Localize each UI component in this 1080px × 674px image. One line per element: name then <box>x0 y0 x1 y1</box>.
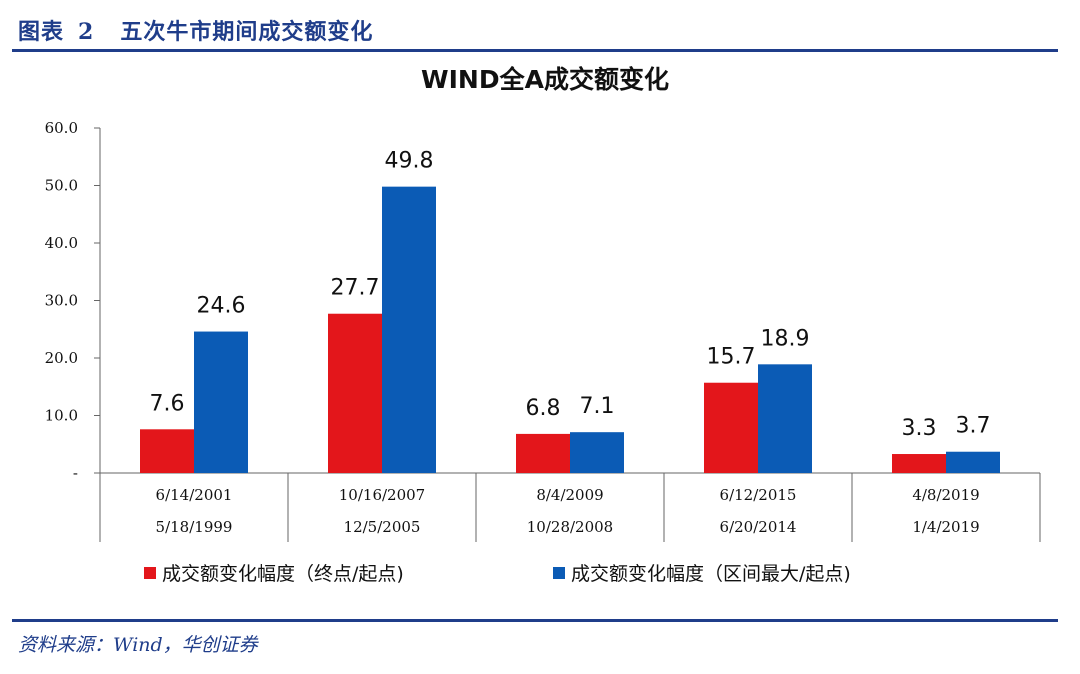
y-tick-label: 50.0 <box>45 177 78 195</box>
x-tick-label-end: 4/8/2019 <box>912 486 979 504</box>
x-tick-label-start: 6/20/2014 <box>720 518 797 536</box>
x-tick-label-end: 8/4/2009 <box>536 486 603 504</box>
figure-caption: 五次牛市期间成交额变化 <box>120 19 374 45</box>
figure-title: 图表 2 五次牛市期间成交额变化 <box>18 14 373 46</box>
source-note: 资料来源：Wind，华创证券 <box>18 634 258 656</box>
y-tick-label: 20.0 <box>45 349 78 367</box>
bar <box>758 364 812 473</box>
y-tick-label: 10.0 <box>45 407 78 425</box>
bar <box>570 432 624 473</box>
bar <box>328 313 382 473</box>
data-label: 49.8 <box>385 149 434 174</box>
bottom-rule <box>12 619 1058 622</box>
bar <box>382 186 436 473</box>
data-label: 18.9 <box>761 326 810 351</box>
x-tick-label-start: 12/5/2005 <box>344 518 421 536</box>
data-label: 7.6 <box>150 391 185 416</box>
y-tick-label: 30.0 <box>45 292 78 310</box>
legend-label: 成交额变化幅度（区间最大/起点) <box>571 563 851 585</box>
legend-label: 成交额变化幅度（终点/起点) <box>162 563 404 585</box>
legend: 成交额变化幅度（终点/起点) 成交额变化幅度（区间最大/起点) <box>144 563 851 585</box>
y-tick-label: 60.0 <box>45 119 78 137</box>
x-tick-label-end: 6/12/2015 <box>720 486 797 504</box>
x-tick-label-start: 10/28/2008 <box>527 518 613 536</box>
axes: - 10.0 20.0 30.0 40.0 50.0 60.0 <box>45 119 1041 542</box>
data-label: 3.3 <box>902 416 937 441</box>
x-tick-label-start: 1/4/2019 <box>912 518 979 536</box>
legend-swatch <box>144 567 156 579</box>
bars <box>140 186 1000 473</box>
bar <box>140 429 194 473</box>
figure-number: 2 <box>78 19 95 45</box>
y-tick-label: - <box>73 464 78 482</box>
bar <box>704 382 758 473</box>
bar <box>516 433 570 473</box>
y-tick-label: 40.0 <box>45 234 78 252</box>
x-tick-label-end: 10/16/2007 <box>339 486 425 504</box>
figure-header: 图表 2 五次牛市期间成交额变化 <box>0 0 1080 50</box>
top-rule <box>12 49 1058 52</box>
chart-title: WIND全A成交额变化 <box>421 65 669 94</box>
bar <box>946 451 1000 473</box>
data-label: 15.7 <box>707 345 756 370</box>
x-tick-label-end: 6/14/2001 <box>156 486 233 504</box>
chart: WIND全A成交额变化 - 10.0 20.0 30.0 40.0 50.0 60.0 7.… <box>45 65 1041 585</box>
data-label: 3.7 <box>956 414 991 439</box>
data-label: 7.1 <box>580 394 615 419</box>
data-labels: 7.6 27.7 6.8 15.7 3.3 24.6 49.8 7.1 18.9 3.7 <box>150 149 991 441</box>
x-axis-categories: 6/14/2001 5/18/1999 10/16/2007 12/5/2005 8/4… <box>156 486 980 536</box>
data-label: 27.7 <box>331 276 380 301</box>
x-tick-label-start: 5/18/1999 <box>156 518 233 536</box>
data-label: 6.8 <box>526 396 561 421</box>
bar <box>892 454 946 473</box>
bar <box>194 331 248 473</box>
data-label: 24.6 <box>197 294 246 319</box>
figure-label: 图表 <box>18 19 65 45</box>
legend-swatch <box>553 567 565 579</box>
